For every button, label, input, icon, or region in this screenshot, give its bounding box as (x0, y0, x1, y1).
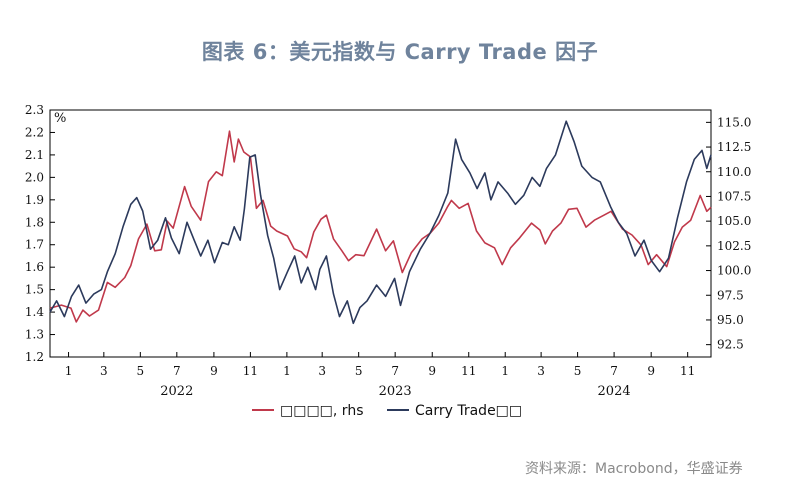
right-axis-tick-label: 107.5 (717, 189, 751, 203)
left-axis-tick-label: 1.9 (25, 193, 44, 207)
chart-axes: 1.2 1.3 1.4 1.5 1.6 1.7 1.8 1.9 2.0 2.1 2.2 2.3% 92.… (25, 103, 751, 399)
right-axis-tick-label: 115.0 (717, 115, 751, 129)
x-axis-month-label: 5 (355, 364, 363, 378)
x-axis-month-label: 7 (173, 364, 181, 378)
x-axis-year-label: 2023 (379, 384, 412, 399)
left-axis-tick-label: 2.3 (25, 103, 44, 117)
chart-legend: □□□□, rhs Carry Trade□□ (252, 403, 522, 419)
left-axis-tick-label: 1.2 (25, 350, 44, 364)
right-axis-tick-label: 102.5 (717, 239, 751, 253)
x-axis-month-label: 7 (610, 364, 618, 378)
right-axis-tick-label: 112.5 (717, 140, 751, 154)
right-axis-tick-label: 97.5 (717, 288, 744, 302)
series-line-carry-trade (49, 120, 712, 325)
chart-lines (49, 120, 712, 325)
legend-label: □□□□, rhs (280, 403, 364, 419)
x-axis-month-label: 1 (501, 364, 509, 378)
x-axis-month-label: 9 (428, 364, 436, 378)
x-axis-month-label: 5 (574, 364, 582, 378)
source-note: 资料来源：Macrobond，华盛证券 (525, 461, 743, 477)
legend-label: Carry Trade□□ (415, 403, 522, 419)
plot-frame (49, 109, 712, 358)
right-axis-tick-label: 110.0 (717, 165, 751, 179)
x-axis-month-label: 9 (647, 364, 655, 378)
x-axis-year-label: 2024 (598, 384, 631, 399)
chart-title: 图表 6：美元指数与 Carry Trade 因子 (201, 40, 599, 64)
right-axis-tick-label: 92.5 (717, 338, 744, 352)
left-axis-tick-label: 1.5 (25, 283, 44, 297)
x-axis-month-label: 3 (537, 364, 545, 378)
x-axis-year-label: 2022 (160, 384, 193, 399)
right-axis-tick-label: 95.0 (717, 313, 744, 327)
left-axis-tick-label: 1.4 (25, 305, 44, 319)
x-axis-month-label: 5 (137, 364, 145, 378)
x-axis-month-label: 11 (243, 364, 258, 378)
left-axis-tick-label: 1.7 (25, 238, 44, 252)
x-axis-month-label: 1 (65, 364, 73, 378)
left-axis-tick-label: 2.1 (25, 148, 44, 162)
left-axis-tick-label: 1.8 (25, 215, 44, 229)
left-axis-tick-label: 2.2 (25, 125, 44, 139)
x-axis-month-label: 3 (318, 364, 326, 378)
right-axis-tick-label: 100.0 (717, 264, 751, 278)
left-axis-tick-label: 1.6 (25, 260, 44, 274)
x-axis-month-label: 7 (391, 364, 399, 378)
x-axis-month-label: 9 (210, 364, 218, 378)
x-axis-month-label: 11 (680, 364, 695, 378)
left-axis-tick-label: 2.0 (25, 170, 44, 184)
left-axis-tick-label: 1.3 (25, 328, 44, 342)
right-axis-tick-label: 105.0 (717, 214, 751, 228)
x-axis-month-label: 3 (100, 364, 108, 378)
series-line-rhs (49, 130, 712, 323)
x-axis-month-label: 11 (461, 364, 476, 378)
left-axis-unit: % (54, 111, 66, 126)
x-axis-month-label: 1 (283, 364, 291, 378)
